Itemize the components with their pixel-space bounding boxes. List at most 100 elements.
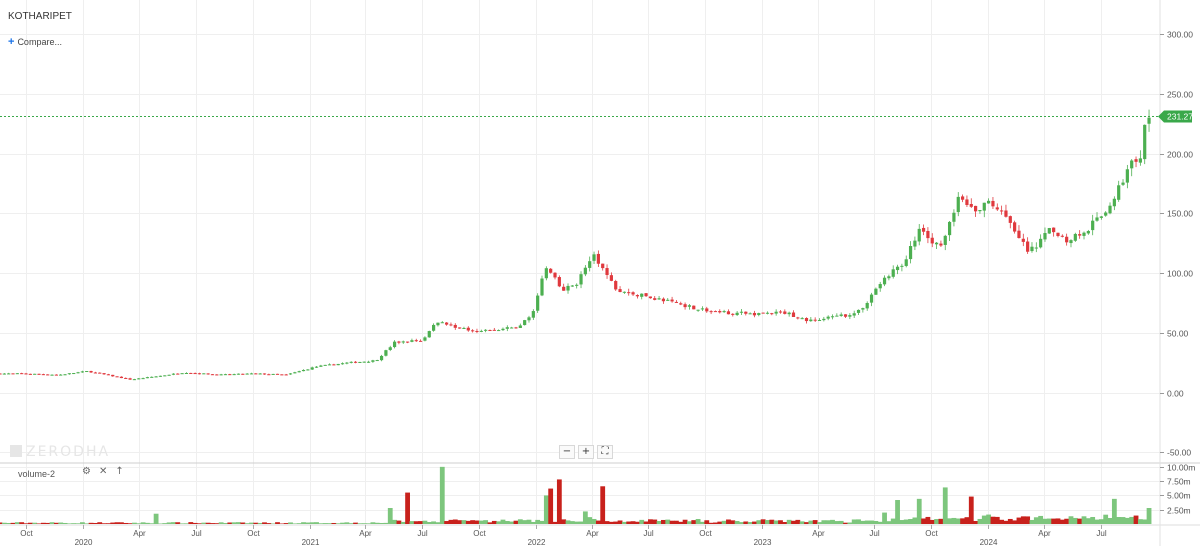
- volume-bar-down: [284, 523, 289, 524]
- volume-bar-up: [180, 523, 185, 524]
- volume-bar-down: [262, 522, 267, 524]
- candle-down: [1004, 210, 1007, 216]
- candle-down: [24, 373, 27, 374]
- volume-bar-up: [847, 523, 852, 524]
- volume-bar-up: [1129, 517, 1134, 524]
- volume-bar-down: [1017, 518, 1022, 524]
- candle-down: [922, 228, 925, 232]
- candle-down: [493, 330, 496, 331]
- volume-bar-down: [93, 523, 98, 524]
- volume-bar-down: [193, 523, 198, 524]
- candle-down: [215, 374, 218, 375]
- candle-up: [532, 311, 535, 318]
- volume-bar-up: [440, 467, 445, 524]
- candle-down: [176, 374, 179, 375]
- volume-bar-up: [540, 521, 545, 524]
- zoom-in-button[interactable]: +: [578, 445, 594, 459]
- candle-up: [957, 197, 960, 212]
- volume-bar-up: [366, 523, 371, 524]
- zerodha-logo-icon: [10, 445, 22, 457]
- volume-bar-down: [266, 523, 271, 524]
- volume-bar-up: [904, 520, 909, 524]
- x-tick-label: Jul: [643, 529, 653, 538]
- volume-bar-up: [665, 520, 670, 524]
- candle-down: [614, 281, 617, 289]
- volume-bar-down: [128, 523, 133, 524]
- candle-up: [822, 319, 825, 320]
- candle-down: [120, 377, 123, 378]
- fullscreen-button[interactable]: ⛶: [597, 445, 613, 459]
- x-tick-label: Jul: [869, 529, 879, 538]
- volume-bar-down: [1025, 516, 1030, 524]
- close-icon[interactable]: ✕: [99, 466, 107, 477]
- candle-up: [527, 317, 530, 320]
- volume-bar-up: [1147, 508, 1152, 524]
- candle-up: [59, 375, 62, 376]
- x-tick-label: Apr: [1038, 529, 1051, 538]
- candle-up: [701, 308, 704, 309]
- candle-down: [254, 373, 257, 374]
- volume-bar-down: [791, 521, 796, 524]
- candle-up: [801, 318, 804, 319]
- volume-bar-down: [709, 523, 714, 524]
- volume-bar-up: [583, 511, 588, 524]
- volume-tick-label: 7.50m: [1167, 477, 1191, 487]
- candle-up: [376, 360, 379, 361]
- volume-bar-down: [921, 518, 926, 524]
- compare-button[interactable]: +Compare...: [8, 36, 62, 48]
- volume-bar-up: [878, 522, 883, 524]
- candle-up: [866, 303, 869, 308]
- volume-bar-down: [227, 523, 232, 524]
- gear-icon[interactable]: ⚙: [82, 466, 91, 477]
- volume-bar-up: [219, 522, 224, 524]
- volume-bar-up: [817, 522, 822, 524]
- candle-up: [905, 259, 908, 266]
- volume-bar-up: [431, 521, 436, 524]
- volume-bar-up: [336, 523, 341, 524]
- arrow-up-icon[interactable]: ↑: [115, 466, 123, 477]
- volume-bar-up: [310, 522, 315, 524]
- volume-bar-up: [344, 522, 349, 524]
- candle-down: [770, 313, 773, 314]
- candle-down: [779, 312, 782, 313]
- candle-down: [102, 373, 105, 374]
- x-tick-label: 2022: [528, 538, 546, 546]
- volume-bar-down: [110, 523, 115, 524]
- candle-down: [194, 373, 197, 374]
- candle-down: [662, 299, 665, 302]
- candle-down: [1017, 231, 1020, 238]
- volume-bar-up: [895, 500, 900, 524]
- candle-up: [345, 363, 348, 364]
- candle-up: [740, 312, 743, 313]
- candle-up: [623, 292, 626, 293]
- volume-bar-down: [1077, 519, 1082, 524]
- volume-bar-up: [379, 523, 384, 524]
- volume-bar-down: [1021, 516, 1026, 524]
- volume-bar-down: [1012, 520, 1017, 524]
- candle-up: [1143, 125, 1146, 159]
- volume-tick-label: 10.00m: [1167, 463, 1195, 473]
- last-price-label: 231.27: [1167, 112, 1193, 122]
- candle-down: [970, 204, 973, 207]
- volume-bar-up: [891, 519, 896, 524]
- volume-bar-down: [444, 521, 449, 524]
- zoom-out-button[interactable]: −: [559, 445, 575, 459]
- volume-bar-down: [691, 520, 696, 524]
- candle-up: [1117, 185, 1120, 199]
- candle-up: [393, 342, 396, 347]
- candle-up: [736, 313, 739, 315]
- volume-bar-down: [965, 517, 970, 524]
- volume-bar-up: [978, 519, 983, 524]
- volume-bar-up: [1125, 518, 1130, 524]
- candle-up: [250, 373, 253, 374]
- volume-bar-up: [149, 523, 154, 524]
- candle-up: [341, 363, 344, 364]
- volume-bar-up: [886, 521, 891, 524]
- candle-up: [757, 313, 760, 315]
- volume-bar-up: [496, 521, 501, 524]
- volume-bar-up: [76, 523, 81, 524]
- candle-up: [666, 300, 669, 301]
- volume-bar-up: [423, 521, 428, 524]
- candle-up: [909, 246, 912, 259]
